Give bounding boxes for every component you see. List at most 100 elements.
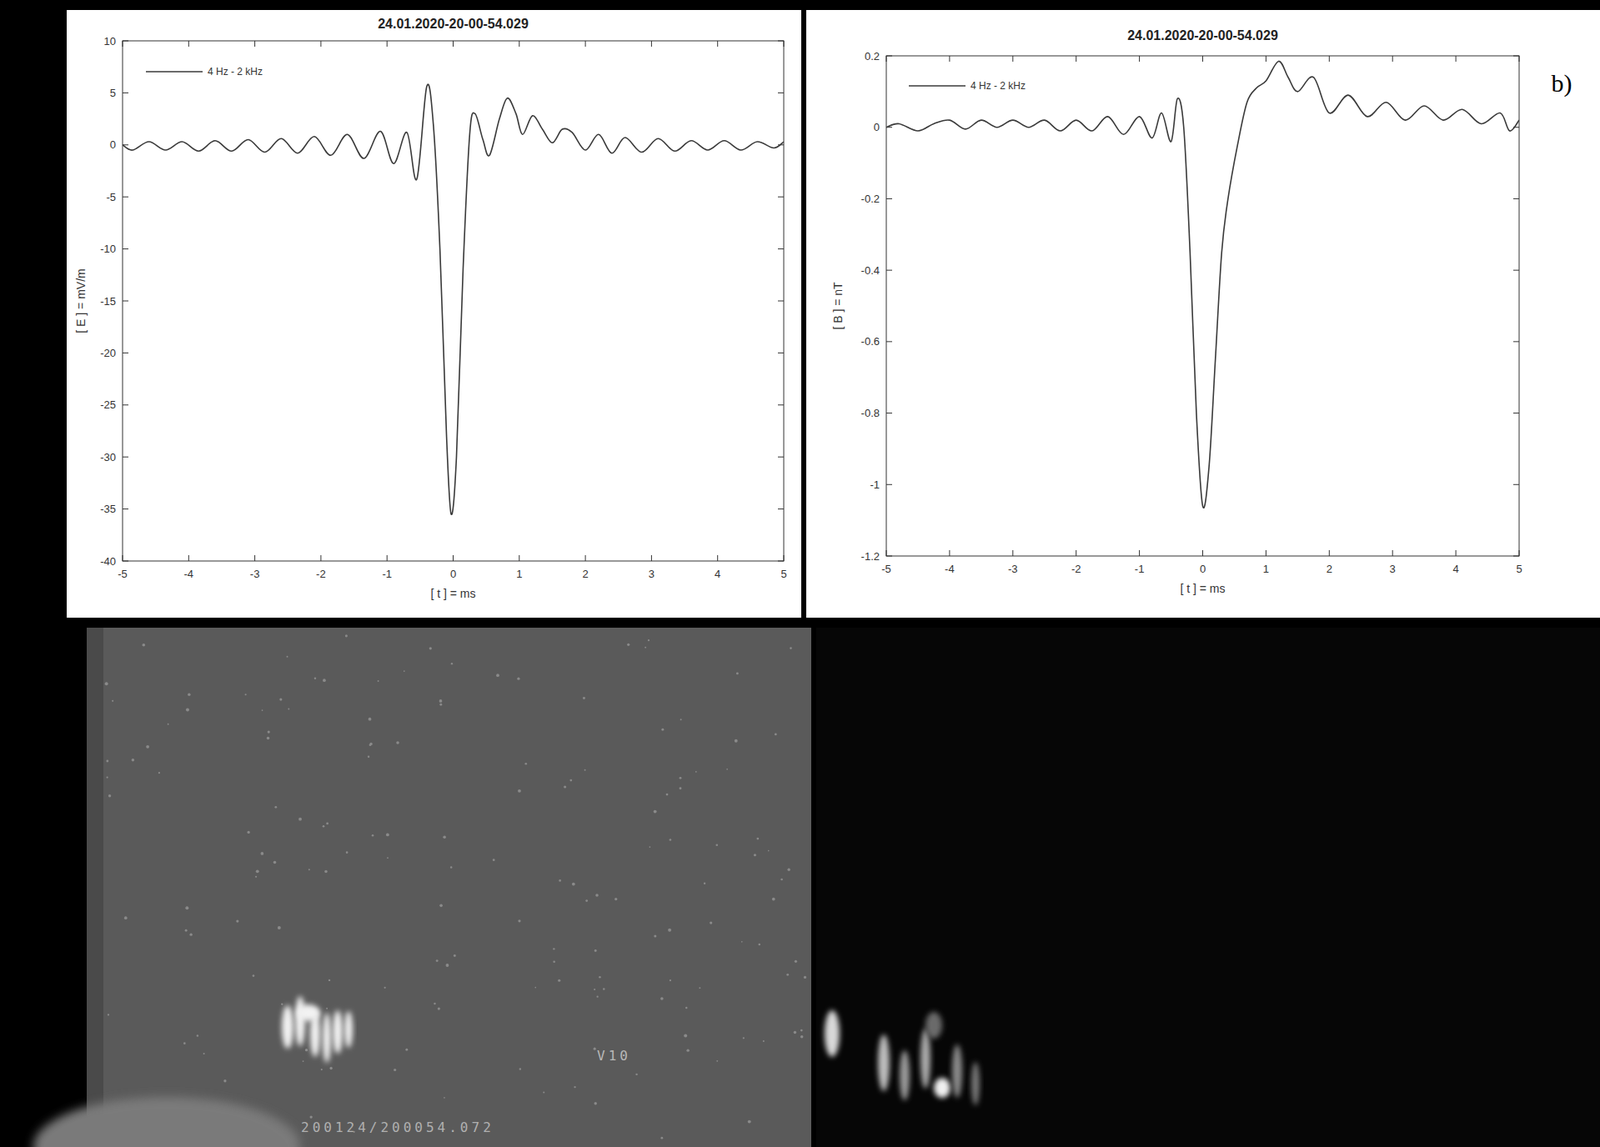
noise-dot	[141, 643, 146, 648]
noise-dot	[786, 973, 789, 977]
noise-dot	[106, 776, 109, 778]
noise-dot	[756, 837, 759, 841]
noise-dot	[669, 979, 672, 982]
noise-dot	[726, 768, 728, 771]
y-tick	[777, 92, 784, 94]
noise-dot	[286, 656, 289, 658]
y-tick-label: 0	[873, 120, 880, 134]
x-tick-label: 0	[450, 567, 457, 581]
noise-dot	[107, 1013, 110, 1016]
x-tick	[452, 40, 454, 47]
noise-dot	[534, 987, 537, 989]
noise-dot	[261, 709, 264, 712]
y-tick	[122, 352, 129, 354]
figure: 24.01.2020-20-00-54.029-5-4-3-2-10123451…	[0, 0, 1600, 1147]
y-tick-label: -40	[100, 555, 116, 568]
y-tick-label: -10	[100, 242, 116, 256]
x-tick-label: -4	[184, 567, 195, 581]
noise-dot	[496, 673, 500, 678]
noise-dot	[189, 933, 192, 937]
sprite-streak	[899, 1050, 910, 1101]
noise-dot	[626, 643, 630, 647]
noise-dot	[794, 960, 798, 964]
noise-dot	[131, 758, 135, 762]
chart-panel: 24.01.2020-20-00-54.029-5-4-3-2-10123450…	[806, 10, 1600, 618]
noise-dot	[669, 838, 673, 842]
x-tick-label: 4	[714, 567, 721, 581]
noise-dot	[594, 949, 597, 953]
noise-dot	[439, 699, 443, 703]
noise-dot	[185, 906, 189, 910]
noise-dot	[716, 1060, 718, 1063]
sprite-streak	[332, 1010, 343, 1054]
x-tick	[1075, 55, 1077, 62]
x-tick	[1329, 550, 1330, 557]
noise-dot	[742, 1037, 745, 1039]
x-tick	[386, 40, 388, 47]
y-tick	[886, 198, 893, 200]
noise-dot	[450, 866, 452, 868]
image-background	[86, 627, 812, 1147]
x-tick	[518, 555, 520, 562]
x-tick	[585, 40, 587, 47]
x-tick	[122, 555, 124, 562]
x-tick-label: -3	[1008, 562, 1019, 576]
y-tick-label: -0.2	[861, 192, 880, 206]
x-tick-label: -5	[881, 562, 892, 576]
y-tick-label: 10	[104, 35, 116, 48]
y-tick-label: -35	[100, 502, 116, 516]
noise-dot	[542, 1091, 545, 1094]
noise-dot	[679, 787, 683, 790]
x-tick	[122, 40, 124, 47]
noise-dot	[287, 708, 290, 711]
y-tick	[122, 456, 129, 458]
noise-dot	[396, 741, 400, 745]
y-tick-label: -0.6	[861, 335, 880, 348]
noise-dot	[302, 1060, 305, 1063]
y-tick	[777, 196, 784, 198]
noise-dot	[429, 647, 432, 650]
x-tick-label: -2	[1071, 562, 1082, 576]
noise-dot	[660, 1137, 663, 1140]
legend-swatch	[145, 70, 203, 73]
y-tick	[122, 92, 129, 94]
data-group	[122, 84, 784, 515]
x-tick	[320, 555, 322, 562]
noise-dot	[595, 893, 599, 898]
noise-dot	[571, 882, 576, 887]
x-tick	[783, 40, 785, 47]
noise-dot	[223, 1079, 226, 1083]
noise-dot	[767, 850, 770, 853]
noise-dot	[753, 853, 757, 857]
x-tick-label: 5	[1515, 562, 1522, 576]
x-tick	[452, 555, 454, 562]
noise-dot	[369, 742, 372, 746]
x-tick	[1075, 550, 1077, 557]
y-tick	[886, 556, 893, 557]
x-tick	[585, 555, 587, 562]
camera-image: V10200124/200054.072	[33, 627, 812, 1147]
sprite-streak	[933, 1078, 951, 1099]
x-tick	[188, 555, 190, 562]
noise-dot	[393, 1068, 397, 1072]
x-tick	[717, 555, 718, 562]
noise-dot	[519, 1068, 522, 1070]
x-tick	[320, 40, 322, 47]
y-tick-label: 0	[110, 138, 116, 151]
y-axis-title: [ B ] = nT	[831, 281, 845, 331]
noise-dot	[108, 794, 111, 798]
y-tick	[777, 508, 784, 510]
x-tick	[1012, 550, 1014, 557]
noise-dot	[593, 1048, 597, 1051]
noise-dot	[437, 1008, 441, 1011]
x-tick-label: 3	[648, 567, 655, 581]
noise-dot	[653, 810, 658, 814]
x-tick-label: -5	[117, 567, 128, 581]
noise-dot	[661, 728, 664, 732]
y-tick	[777, 404, 784, 406]
noise-dot	[703, 882, 706, 884]
noise-dot	[517, 789, 522, 793]
noise-dot	[252, 974, 256, 978]
noise-dot	[596, 996, 598, 999]
y-tick	[886, 484, 893, 486]
